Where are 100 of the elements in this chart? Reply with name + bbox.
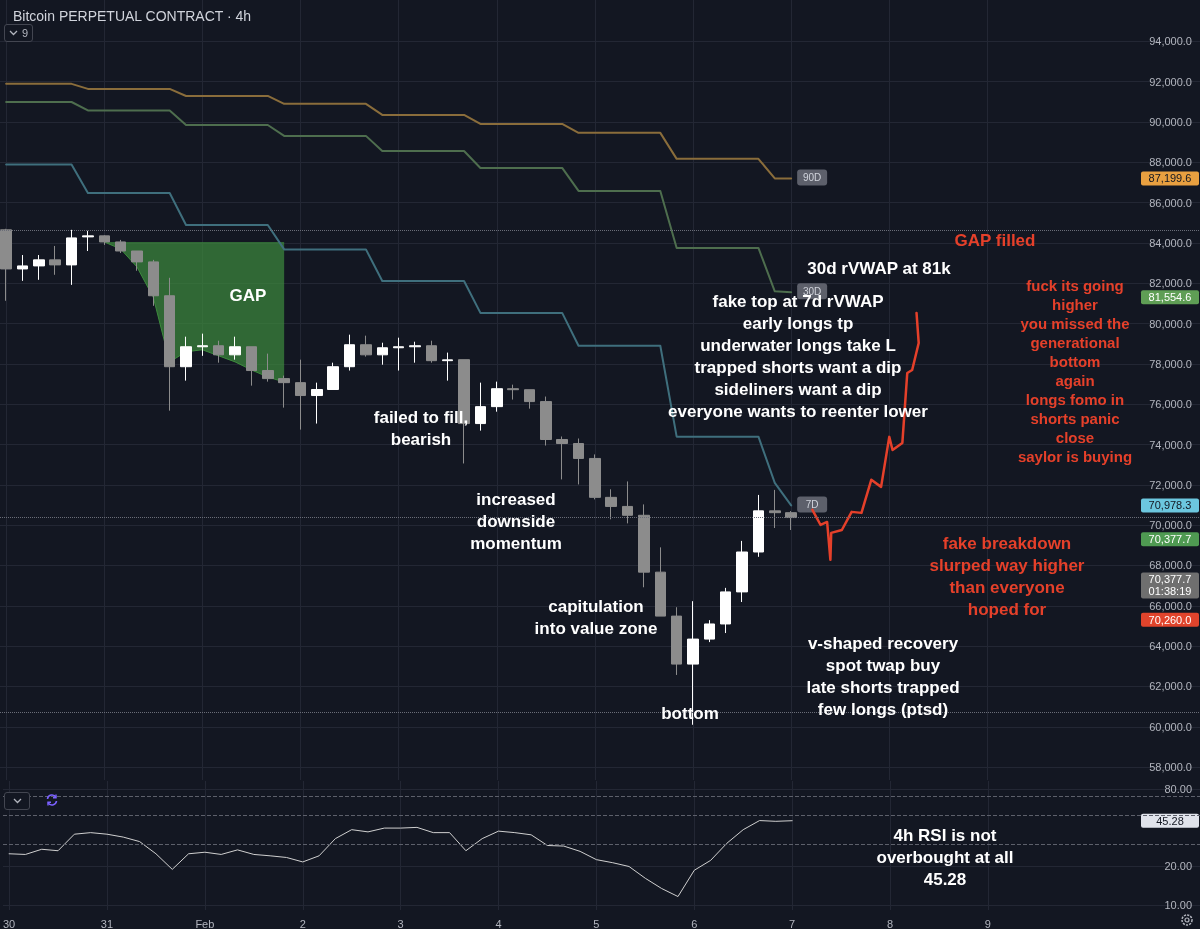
y-tick-label: 80.00	[1164, 782, 1192, 795]
candlestick	[605, 488, 617, 520]
candlestick	[311, 382, 323, 425]
candlestick	[785, 510, 797, 531]
y-tick-label: 74,000.0	[1149, 438, 1192, 451]
candlestick	[115, 239, 126, 254]
candlestick	[589, 453, 601, 500]
candlestick	[17, 254, 28, 282]
candlestick	[753, 494, 764, 558]
y-tick-label: 66,000.0	[1149, 599, 1192, 612]
x-tick-label: 4	[495, 917, 502, 929]
candlestick	[704, 619, 715, 643]
candlestick	[393, 337, 404, 372]
candlestick	[769, 489, 781, 529]
candlestick	[197, 333, 208, 357]
y-tick-label: 84,000.0	[1149, 236, 1192, 249]
candlestick	[720, 587, 731, 634]
x-tick-label: 31	[100, 917, 114, 929]
annotation: increased downside momentum	[470, 489, 562, 553]
x-tick-label: 3	[397, 917, 404, 929]
candlestick	[655, 546, 666, 617]
candlestick	[164, 277, 175, 412]
candlestick	[638, 503, 650, 588]
x-tick-label: Feb	[195, 917, 215, 929]
candlestick	[327, 362, 339, 390]
line-series	[8, 820, 793, 898]
x-tick-label: 30	[2, 917, 16, 929]
candlestick	[229, 336, 241, 361]
annotation: GAP	[229, 285, 267, 305]
annotation: 30d rVWAP at 81k	[807, 258, 952, 278]
series-label: 7D	[805, 498, 819, 510]
y-tick-label: 70,000.0	[1149, 519, 1192, 532]
y-tick-label: 94,000.0	[1149, 35, 1192, 48]
candlestick	[573, 437, 584, 485]
candlestick	[66, 229, 77, 286]
candlestick	[262, 353, 274, 383]
y-tick-label: 10.00	[1164, 899, 1192, 912]
candlestick	[442, 352, 453, 382]
annotation: v-shaped recovery spot twap buy late shorts trapped few longs (ptsd)	[806, 633, 960, 719]
candlestick	[426, 340, 437, 364]
annotation: 70,377.7 01:38:19	[1148, 573, 1192, 598]
y-tick-label: 78,000.0	[1149, 357, 1192, 370]
annotation: 87,199.6	[1148, 172, 1192, 185]
y-tick-label: 72,000.0	[1149, 478, 1192, 491]
candlestick	[344, 334, 355, 372]
candlestick	[33, 254, 45, 281]
candlestick	[213, 340, 224, 364]
x-tick-label: 2	[299, 917, 306, 929]
y-tick-label: 80,000.0	[1149, 317, 1192, 330]
candlestick	[736, 540, 748, 603]
candlestick	[377, 342, 388, 366]
y-tick-label: 58,000.0	[1149, 761, 1192, 774]
annotation: 70,978.3	[1148, 499, 1192, 512]
candlestick	[671, 606, 682, 676]
y-tick-label: 62,000.0	[1149, 680, 1192, 693]
candlestick	[246, 346, 257, 387]
candlestick	[131, 250, 143, 272]
candlestick	[49, 245, 61, 276]
candlestick	[295, 359, 306, 431]
y-tick-label: 86,000.0	[1149, 196, 1192, 209]
series-label: 90D	[802, 171, 822, 183]
candlestick	[524, 389, 535, 410]
line-series	[5, 82, 793, 180]
candlestick	[278, 375, 290, 409]
y-tick-label: 60,000.0	[1149, 720, 1192, 733]
x-tick-label: 6	[691, 917, 698, 929]
text: Bitcoin PERPETUAL CONTRACT · 4h	[13, 8, 252, 24]
annotation: capitulation into value zone	[534, 596, 658, 638]
y-tick-label: 20.00	[1164, 860, 1192, 873]
annotation: failed to fill, bearish	[373, 407, 469, 449]
annotation: 70,377.7	[1148, 533, 1192, 546]
annotation: 81,554.6	[1148, 291, 1192, 304]
candlestick	[0, 228, 12, 302]
y-tick-label: 82,000.0	[1149, 277, 1192, 290]
candlestick	[82, 230, 94, 252]
annotation: 45.28	[1156, 814, 1184, 827]
y-tick-label: 68,000.0	[1149, 559, 1192, 572]
candlestick	[507, 384, 519, 401]
x-tick-label: 8	[886, 917, 894, 929]
annotation: 70,260.0	[1148, 613, 1192, 626]
annotation: bottom	[661, 703, 719, 723]
candlestick	[491, 381, 503, 413]
y-tick-label: 64,000.0	[1149, 640, 1192, 653]
y-tick-label: 76,000.0	[1149, 398, 1192, 411]
annotation: GAP filled	[954, 230, 1036, 250]
x-tick-label: 7	[789, 917, 796, 929]
annotation: 4h RSI is not overbought at all 45.28	[876, 825, 1014, 889]
x-tick-label: 5	[593, 917, 600, 929]
x-tick-label: 9	[984, 917, 991, 929]
candlestick	[622, 480, 633, 524]
candlestick	[99, 234, 110, 246]
candlestick	[409, 341, 421, 364]
candlestick	[556, 435, 568, 480]
annotation: fake breakdown slurped way higher than everyone hoped for	[929, 533, 1085, 619]
candlestick	[148, 259, 159, 307]
annotation: 9	[22, 27, 29, 39]
y-tick-label: 90,000.0	[1149, 115, 1192, 128]
y-tick-label: 88,000.0	[1149, 156, 1192, 169]
candlestick	[540, 396, 552, 447]
candlestick	[180, 336, 192, 382]
